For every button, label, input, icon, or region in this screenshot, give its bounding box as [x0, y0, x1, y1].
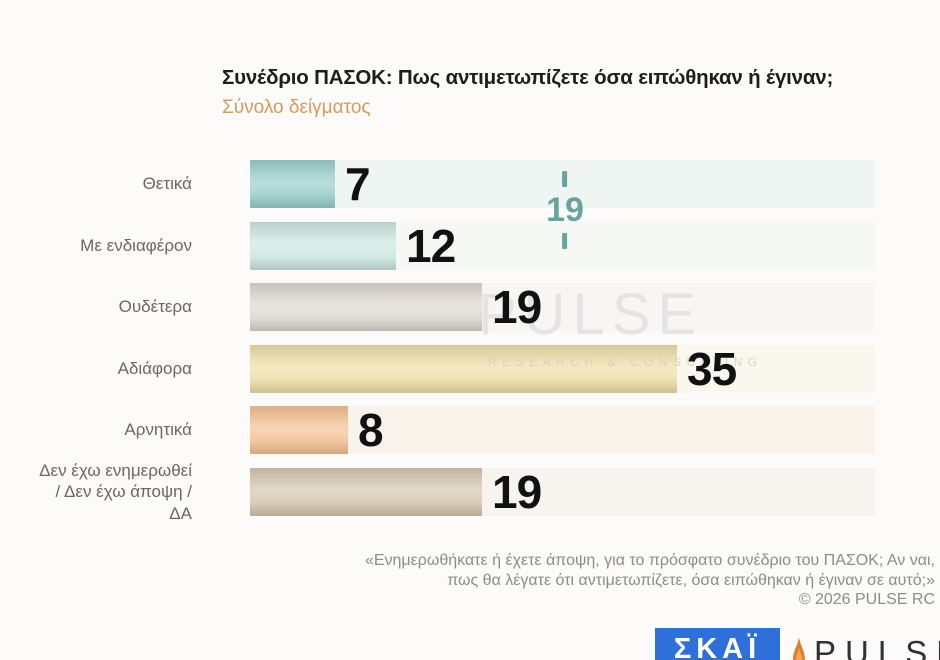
question-text-line1: «Ενημερωθήκατε ή έχετε άποψη, για το πρό… — [364, 552, 935, 569]
bar — [250, 283, 482, 331]
bar — [250, 345, 677, 393]
value-label: 19 — [492, 466, 542, 518]
value-label: 19 — [492, 281, 542, 333]
value-label: 35 — [687, 343, 737, 395]
category-label: Αρνητικά — [124, 420, 192, 440]
category-label: Ουδέτερα — [118, 297, 192, 317]
annotation-dash-top — [562, 171, 568, 187]
bar — [250, 406, 348, 454]
chart-subtitle: Σύνολο δείγματος — [222, 97, 371, 118]
bar-track — [250, 406, 875, 454]
bar — [250, 222, 396, 270]
bar-row: Αδιάφορα 35 — [0, 345, 940, 393]
category-label: Δεν έχω ενημερωθεί / Δεν έχω άποψη / ΔΑ — [39, 461, 192, 523]
sum-annotation: 19 — [546, 171, 584, 249]
annotation-value: 19 — [546, 191, 584, 229]
bar — [250, 468, 482, 516]
logo-strip: ΣΚΑΪ PULSE — [0, 626, 940, 660]
bar — [250, 160, 335, 208]
source-note: «Ενημερωθήκατε ή έχετε άποψη, για το πρό… — [365, 551, 935, 610]
bar-row: Ουδέτερα 19 — [0, 283, 940, 331]
bar-row: Θετικά 7 — [0, 160, 940, 208]
bar-row: Με ενδιαφέρον 12 — [0, 222, 940, 270]
pulse-logo: PULSE — [790, 634, 940, 660]
category-label: Αδιάφορα — [117, 359, 192, 379]
bar-row: Δεν έχω ενημερωθεί / Δεν έχω άποψη / ΔΑ 1… — [0, 461, 940, 523]
pulse-logo-text: PULSE — [814, 634, 940, 660]
chart-title: Συνέδριο ΠΑΣΟΚ: Πως αντιμετωπίζετε όσα ε… — [222, 66, 834, 89]
annotation-dash-bottom — [562, 233, 568, 249]
flame-icon — [793, 637, 805, 660]
copyright-text: © 2026 PULSE RC — [798, 591, 935, 608]
skai-logo-text: ΣΚΑΪ — [673, 633, 762, 660]
question-text-line2: πως θα λέγατε ότι αντιμετωπίζετε, όσα ει… — [447, 571, 935, 589]
value-label: 8 — [358, 404, 384, 456]
value-label: 7 — [345, 158, 371, 210]
category-label: Θετικά — [142, 174, 192, 194]
skai-logo: ΣΚΑΪ — [655, 628, 780, 660]
value-label: 12 — [406, 220, 456, 272]
bar-row: Αρνητικά 8 — [0, 406, 940, 454]
category-label: Με ενδιαφέρον — [80, 236, 192, 256]
